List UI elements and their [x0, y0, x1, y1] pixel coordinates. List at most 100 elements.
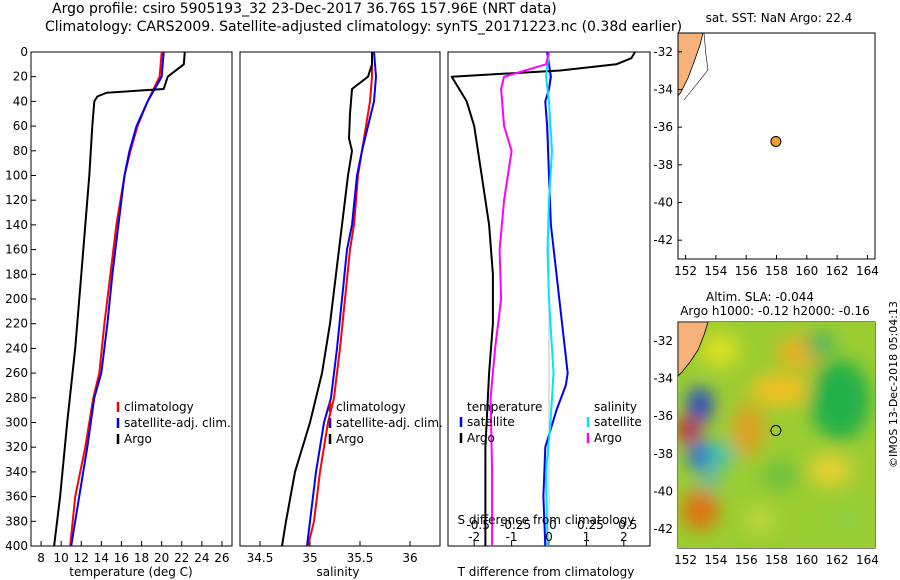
difference-tick-label: 0	[545, 530, 553, 544]
salinity-legend-label: satellite-adj. clim.	[336, 416, 443, 430]
y-tick-label: 360	[5, 490, 28, 504]
y-tick-label: 280	[5, 391, 28, 405]
sla-map-title-2: Argo h1000: -0.12 h2000: -0.16	[680, 304, 870, 318]
temperature-legend-label: Argo	[124, 432, 152, 446]
sst-map-x-tick-label: 162	[826, 264, 849, 278]
difference-tick-label: -1	[506, 530, 518, 544]
sla-blob	[806, 333, 834, 357]
temperature-tick-label: 24	[194, 551, 209, 565]
y-tick-label: 300	[5, 416, 28, 430]
temperature-frame	[30, 51, 233, 547]
salinity-diff-tick-label: 0.25	[577, 518, 604, 532]
sst-map-x-tick-label: 164	[856, 264, 879, 278]
diff-legend-label: Argo	[467, 431, 495, 445]
y-tick-label: 200	[5, 292, 28, 306]
temperature-legend-label: satellite-adj. clim.	[124, 416, 231, 430]
temperature-tick-label: 16	[114, 551, 129, 565]
difference-tick-label: 1	[583, 530, 591, 544]
difference-s-satellite-line	[545, 51, 555, 547]
sla-blob	[698, 470, 722, 490]
y-tick-label: 20	[13, 70, 28, 84]
sla-map-y-tick-label: -32	[653, 334, 673, 348]
temperature-tick-label: 22	[174, 551, 189, 565]
salinity-legend-label: Argo	[336, 432, 364, 446]
temperature-tick-label: 12	[74, 551, 89, 565]
temperature-tick-label: 8	[37, 551, 45, 565]
sst-map-title: sat. SST: NaN Argo: 22.4	[706, 11, 853, 25]
y-tick-label: 120	[5, 193, 28, 207]
sla-blob	[832, 504, 868, 536]
sst-map-argo-point	[770, 135, 782, 147]
title-line1: Argo profile: csiro 5905193_32 23-Dec-20…	[52, 1, 557, 17]
temperature-tick-label: 18	[134, 551, 149, 565]
sla-map-x-tick-label: 152	[674, 553, 697, 567]
y-tick-label: 400	[5, 539, 28, 553]
y-tick-label: 260	[5, 366, 28, 380]
difference-axis-title: T difference from climatology	[457, 565, 635, 579]
sla-blob	[808, 454, 852, 486]
salinity-legend-label: climatology	[336, 400, 406, 414]
sla-map-land	[678, 322, 709, 377]
y-tick-label: 40	[13, 94, 28, 108]
sla-blob	[688, 387, 712, 423]
sla-map-x-tick-label: 164	[856, 553, 879, 567]
sst-map-y-tick-label: -40	[653, 196, 673, 210]
sla-map-y-tick-label: -36	[653, 409, 673, 423]
salinity-tick-label: 34.5	[247, 551, 274, 565]
sst-map-x-tick-label: 160	[795, 264, 818, 278]
y-tick-label: 380	[5, 514, 28, 528]
sst-map-y-tick-label: -34	[653, 83, 673, 97]
sla-blob	[760, 461, 800, 489]
sla-map-x-tick-label: 158	[765, 553, 788, 567]
salinity-diff-tick-label: 0.5	[618, 518, 637, 532]
sst-map-y-tick-label: -38	[653, 158, 673, 172]
sla-blob	[678, 418, 700, 442]
y-tick-label: 240	[5, 341, 28, 355]
y-tick-label: 160	[5, 243, 28, 257]
sla-map-y-tick-label: -40	[653, 485, 673, 499]
salinity-frame	[239, 51, 441, 547]
sla-map-x-tick-label: 156	[735, 553, 758, 567]
sst-map-x-tick-label: 156	[735, 264, 758, 278]
sla-blob	[810, 360, 870, 440]
sla-blob	[732, 404, 764, 456]
sla-field	[678, 332, 870, 536]
sst-map-x-tick-label: 152	[674, 264, 697, 278]
y-tick-label: 60	[13, 119, 28, 133]
sst-map-x-tick-label: 158	[765, 264, 788, 278]
sst-map-y-tick-label: -42	[653, 233, 673, 247]
difference-tick-label: 2	[620, 530, 628, 544]
sla-blob	[750, 374, 810, 406]
temperature-satellite-adj-clim--line	[70, 51, 165, 547]
sla-map-argo-point	[770, 424, 782, 436]
sla-blob	[688, 439, 712, 471]
diff-legend-label: satellite	[594, 415, 642, 429]
sla-map-y-tick-label: -38	[653, 447, 673, 461]
y-tick-label: 140	[5, 218, 28, 232]
sst-map-y-tick-label: -32	[653, 45, 673, 59]
difference-s-argo-line	[489, 51, 550, 546]
sla-blob	[706, 443, 734, 467]
salinity-argo-line	[281, 52, 373, 547]
temperature-argo-line	[53, 51, 186, 547]
credit-text: ©IMOS 13-Dec-2018 05:04:13	[887, 301, 900, 468]
y-tick-label: 0	[20, 45, 28, 59]
diff-legend-label: satellite	[467, 415, 515, 429]
difference-t-satellite-line	[542, 51, 569, 547]
sla-blob	[682, 490, 718, 530]
salinity-tick-label: 35.5	[347, 551, 374, 565]
salinity-axis-title: salinity	[316, 565, 359, 579]
salinity-diff-tick-label: -0.5	[466, 518, 489, 532]
sla-blob	[700, 332, 740, 368]
difference-tick-label: -2	[468, 530, 480, 544]
y-tick-label: 180	[5, 267, 28, 281]
sla-map-title-1: Altim. SLA: -0.044	[706, 290, 814, 304]
sla-map-y-tick-label: -42	[653, 522, 673, 536]
diff-legend-temperature-title: temperature	[467, 400, 542, 414]
temperature-tick-label: 10	[54, 551, 69, 565]
salinity-tick-label: 36	[402, 551, 417, 565]
diff-legend-salinity-title: salinity	[594, 400, 637, 414]
salinity-diff-axis-title: S difference from climatology	[458, 513, 635, 527]
diff-legend-label: Argo	[594, 431, 622, 445]
temperature-axis-title: temperature (deg C)	[69, 565, 192, 579]
